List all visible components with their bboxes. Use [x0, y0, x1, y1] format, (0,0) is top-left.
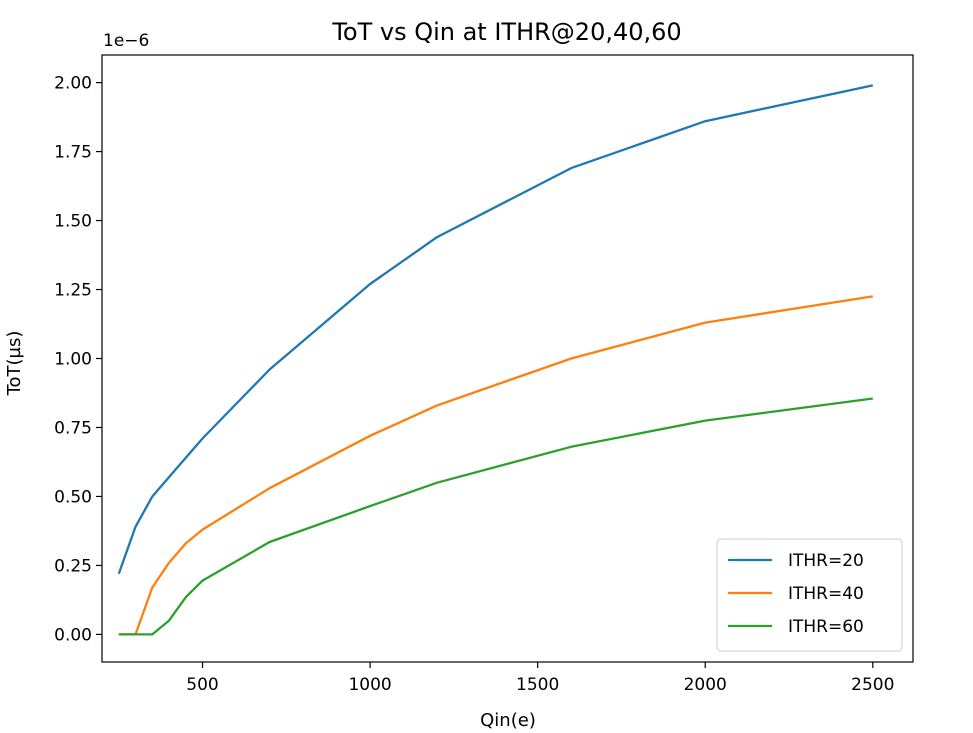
legend-label: ITHR=40 [788, 584, 864, 604]
x-tick-label: 500 [186, 675, 218, 695]
y-tick-label: 0.25 [54, 556, 92, 576]
chart-title: ToT vs Qin at ITHR@20,40,60 [331, 18, 681, 46]
series-line-1 [117, 84, 874, 575]
x-tick-label: 2000 [684, 675, 727, 695]
x-axis-label: Qin(e) [480, 710, 536, 731]
y-tick-label: 1.75 [54, 143, 92, 163]
legend-label: ITHR=60 [788, 617, 864, 637]
y-tick-label: 0.00 [54, 625, 92, 645]
legend-label: ITHR=20 [788, 551, 864, 571]
y-axis: 0.00 0.25 0.50 0.75 1.00 1.25 1.50 1.75 2.00 [54, 74, 102, 645]
x-tick-label: 2500 [851, 675, 894, 695]
series-line-2 [118, 295, 873, 636]
legend: ITHR=20 ITHR=40 ITHR=60 [716, 538, 903, 652]
y-tick-label: 1.50 [54, 212, 92, 232]
y-tick-label: 0.50 [54, 487, 92, 507]
y-tick-label: 2.00 [54, 74, 92, 94]
y-tick-label: 1.25 [54, 281, 92, 301]
legend-box [716, 538, 903, 652]
series-layer [117, 84, 874, 636]
y-offset-text: 1e−6 [103, 31, 149, 51]
x-tick-label: 1500 [516, 675, 559, 695]
y-tick-label: 1.00 [54, 350, 92, 370]
y-tick-label: 0.75 [54, 418, 92, 438]
x-axis: 500 1000 1500 2000 2500 [186, 662, 894, 695]
y-axis-label: ToT(µs) [4, 331, 25, 397]
x-tick-label: 1000 [348, 675, 391, 695]
series-line-3 [118, 397, 873, 636]
